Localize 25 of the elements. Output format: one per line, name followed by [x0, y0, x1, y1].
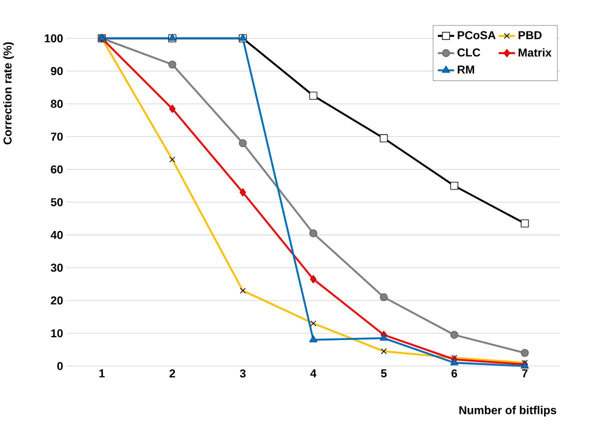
legend-label: PBD [518, 31, 542, 39]
y-tick-label: 40 [50, 230, 63, 239]
x-tick-label: 7 [522, 369, 528, 378]
x-tick-label: 2 [170, 369, 176, 378]
y-tick-label: 90 [50, 66, 63, 75]
y-tick-label: 50 [50, 198, 63, 206]
x-tick-label: 1 [99, 369, 105, 378]
y-axis-title: Correction rate (%) [3, 42, 14, 144]
legend-label: PCoSA [458, 30, 496, 40]
x-tick-label: 3 [240, 369, 246, 378]
legend-label: CLC [457, 48, 480, 56]
y-tick-label: 30 [50, 263, 63, 272]
y-tick-label: 60 [50, 165, 63, 174]
x-tick-label: 6 [452, 369, 458, 378]
y-tick-label: 100 [44, 34, 63, 42]
x-tick-label: 5 [380, 369, 387, 378]
y-tick-label: 0 [57, 362, 63, 370]
y-tick-label: 10 [51, 328, 63, 338]
x-axis-title: Number of bitflips [459, 406, 556, 416]
y-tick-label: 80 [50, 100, 63, 108]
legend-label: Matrix [518, 48, 552, 56]
y-tick-label: 20 [50, 296, 63, 304]
legend-label: RM [458, 65, 474, 74]
x-tick-label: 4 [310, 369, 316, 378]
y-tick-label: 70 [50, 132, 63, 140]
